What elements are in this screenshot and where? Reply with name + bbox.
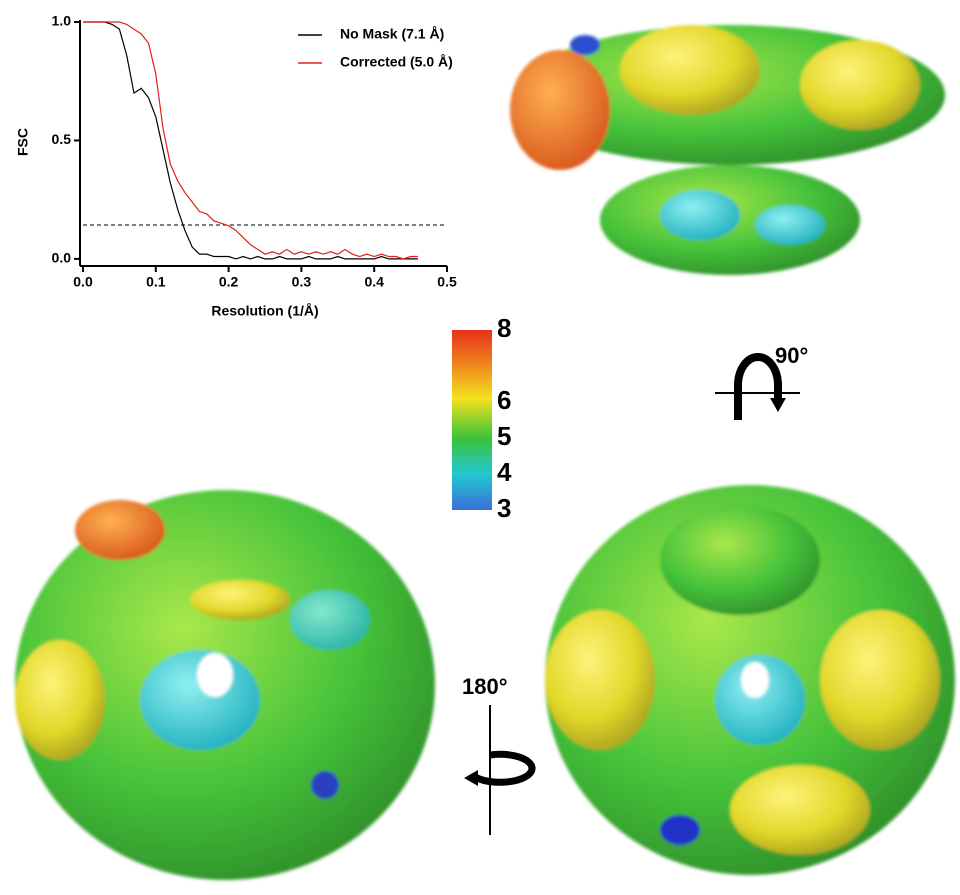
y-axis-label: FSC — [15, 128, 31, 156]
fsc-line — [83, 21, 418, 260]
x-tick-label: 0.2 — [219, 274, 239, 290]
map-side-view — [510, 25, 945, 275]
x-tick-label: 0.4 — [364, 274, 384, 290]
x-tick-label: 0.3 — [292, 274, 312, 290]
y-tick-label: 1.0 — [52, 13, 72, 29]
x-tick-label: 0.5 — [437, 274, 457, 290]
legend-label: No Mask (7.1 Å) — [340, 26, 444, 42]
rotation-90 — [715, 353, 800, 420]
y-tick-label: 0.5 — [52, 131, 72, 147]
colorbar-tick-label: 4 — [497, 457, 512, 487]
map-bottom-view — [545, 485, 955, 875]
x-tick-label: 0.0 — [73, 274, 93, 290]
rotation-180 — [464, 705, 536, 835]
map-top-view — [15, 490, 435, 880]
fsc-line — [83, 21, 418, 260]
colorbar-tick-label: 8 — [497, 313, 511, 343]
y-tick-label: 0.0 — [52, 250, 72, 266]
colorbar — [452, 330, 492, 510]
legend-label: Corrected (5.0 Å) — [340, 54, 453, 70]
rotation-label: 180° — [462, 674, 508, 699]
colorbar-tick-label: 5 — [497, 421, 511, 451]
colorbar-tick-label: 6 — [497, 385, 511, 415]
x-tick-label: 0.1 — [146, 274, 166, 290]
colorbar-tick-label: 3 — [497, 493, 511, 523]
x-axis-label: Resolution (1/Å) — [211, 303, 318, 319]
rotation-label: 90° — [775, 343, 808, 368]
